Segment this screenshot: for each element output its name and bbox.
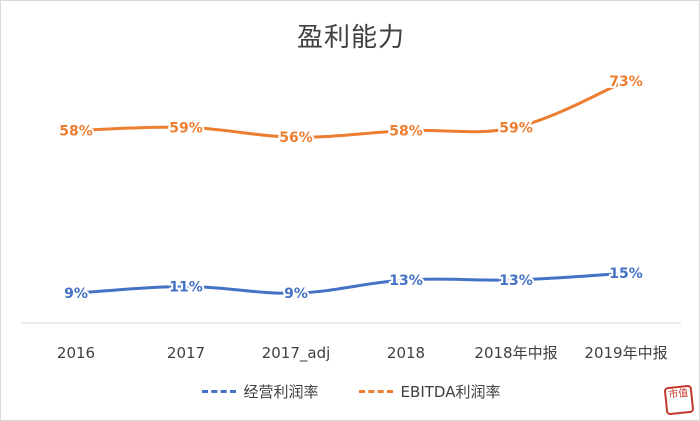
- series-layer: 9% 11% 9% 13% 13% 15% 58% 59% 56% 58% 59% 73%: [57, 72, 645, 304]
- legend-swatch-operating-margin: [201, 390, 236, 393]
- data-label-ebitda-margin: 58%: [59, 124, 93, 140]
- x-tick-label: 2018年中报: [474, 344, 557, 362]
- data-label-ebitda-margin: 59%: [499, 120, 533, 136]
- data-label-ebitda-margin: 56%: [279, 130, 313, 146]
- series-line-ebitda-margin: [74, 79, 628, 139]
- x-tick-labels: 2016 2017 2017_adj 2018 2018年中报 2019年中报: [57, 344, 668, 363]
- x-tick-label: 2017_adj: [262, 344, 331, 363]
- data-label-ebitda-margin: 59%: [169, 120, 203, 136]
- x-tick-label: 2019年中报: [584, 344, 667, 362]
- legend-item-ebitda-margin: EBITDA利润率: [358, 381, 501, 402]
- data-label-operating-margin: 15%: [609, 266, 643, 282]
- series-line-operating-margin: [74, 271, 628, 295]
- chart-title: 盈利能力: [296, 23, 405, 53]
- legend-swatch-ebitda-margin: [358, 390, 393, 393]
- x-tick-label: 2016: [57, 344, 95, 362]
- legend-label-ebitda-margin: EBITDA利润率: [400, 383, 501, 401]
- data-label-operating-margin: 9%: [284, 286, 308, 302]
- data-label-operating-margin: 9%: [64, 286, 88, 302]
- data-label-operating-margin: 13%: [499, 273, 533, 289]
- data-label-ebitda-margin: 73%: [609, 74, 643, 90]
- data-label-operating-margin: 11%: [169, 280, 203, 296]
- x-tick-label: 2017: [167, 344, 205, 362]
- x-tick-label: 2018: [387, 344, 425, 362]
- data-label-operating-margin: 13%: [389, 273, 423, 289]
- watermark-stamp: 市值: [663, 384, 695, 416]
- data-label-ebitda-margin: 58%: [389, 124, 423, 140]
- legend-item-operating-margin: 经营利润率: [201, 381, 319, 402]
- legend: 经营利润率 EBITDA利润率: [1, 381, 700, 402]
- legend-label-operating-margin: 经营利润率: [243, 383, 319, 401]
